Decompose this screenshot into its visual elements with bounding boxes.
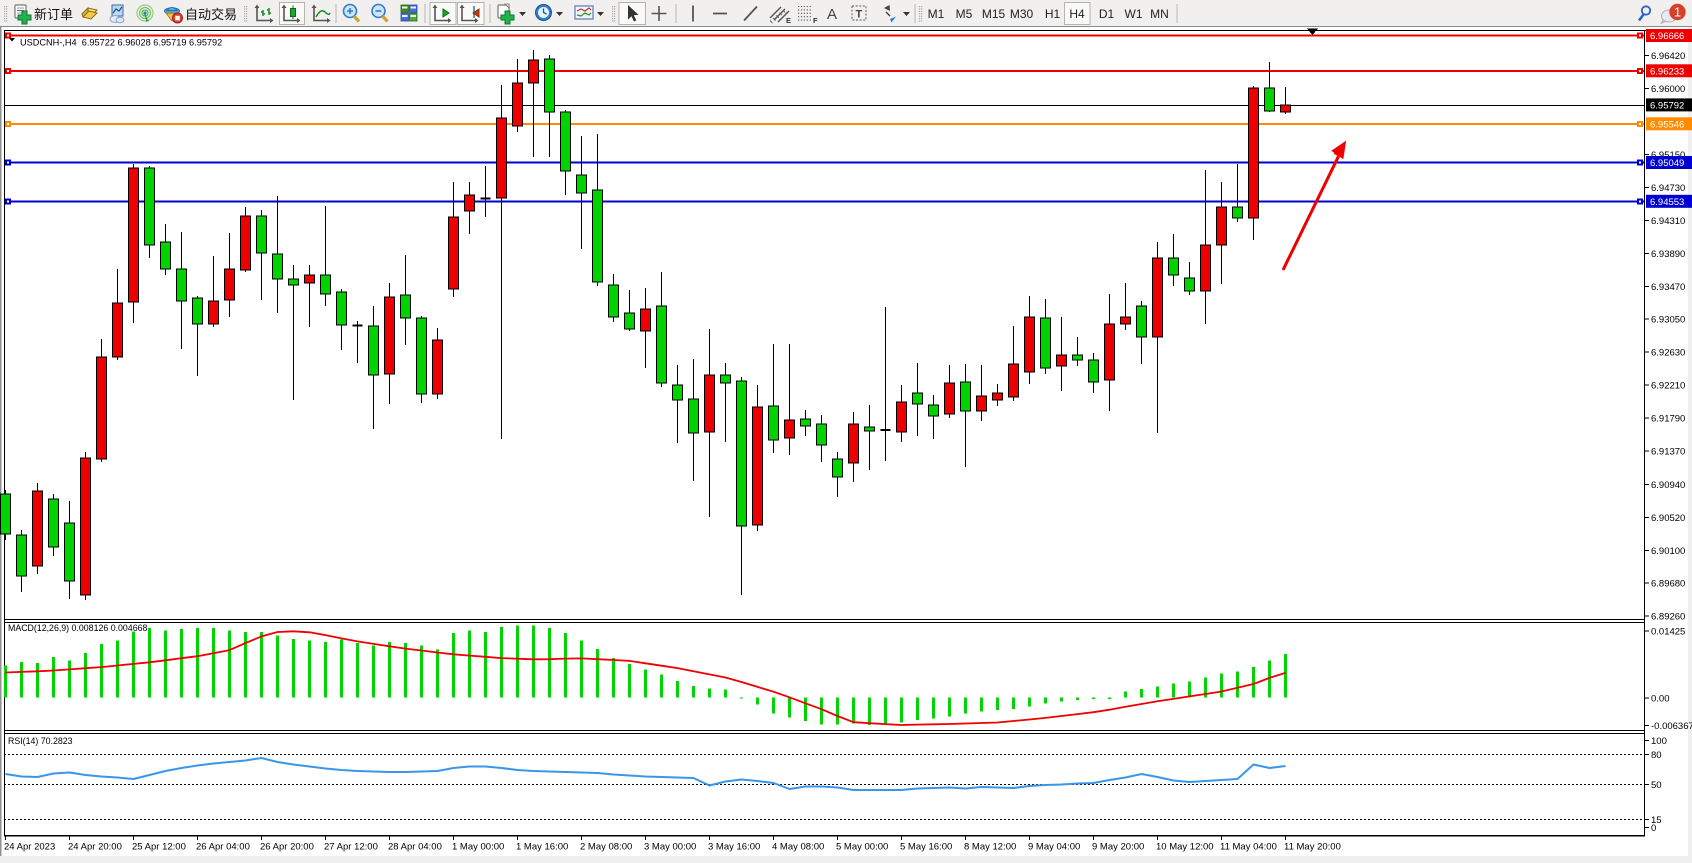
svg-text:5 May 16:00: 5 May 16:00: [900, 842, 952, 853]
svg-text:USDCNH-,H4 6.95722 6.96028 6.: USDCNH-,H4 6.95722 6.96028 6.95719 6.957…: [20, 38, 222, 48]
svg-text:6.95546: 6.95546: [1650, 119, 1684, 130]
svg-text:9 May 04:00: 9 May 04:00: [1028, 842, 1080, 853]
svg-text:M15: M15: [982, 7, 1006, 21]
svg-text:6.90940: 6.90940: [1651, 480, 1685, 491]
svg-text:24 Apr 2023: 24 Apr 2023: [4, 842, 55, 853]
svg-text:50: 50: [1651, 780, 1662, 791]
svg-text:6.96000: 6.96000: [1651, 84, 1685, 95]
svg-text:W1: W1: [1125, 7, 1143, 21]
svg-text:6.91370: 6.91370: [1651, 446, 1685, 457]
svg-text:24 Apr 20:00: 24 Apr 20:00: [68, 842, 122, 853]
svg-text:MN: MN: [1150, 7, 1169, 21]
svg-text:-0.006367: -0.006367: [1651, 721, 1692, 732]
svg-text:D1: D1: [1099, 7, 1115, 21]
svg-text:6.94730: 6.94730: [1651, 183, 1685, 194]
svg-text:6.91790: 6.91790: [1651, 413, 1685, 424]
svg-text:2 May 08:00: 2 May 08:00: [580, 842, 632, 853]
svg-text:26 Apr 04:00: 26 Apr 04:00: [196, 842, 250, 853]
svg-text:H4: H4: [1069, 7, 1085, 21]
svg-text:3 May 16:00: 3 May 16:00: [708, 842, 760, 853]
svg-text:1 May 00:00: 1 May 00:00: [452, 842, 504, 853]
svg-text:100: 100: [1651, 736, 1667, 747]
svg-text:M5: M5: [956, 7, 973, 21]
svg-text:6.93470: 6.93470: [1651, 282, 1685, 293]
svg-text:RSI(14) 70.2823: RSI(14) 70.2823: [8, 736, 73, 746]
svg-text:6.96420: 6.96420: [1651, 51, 1685, 62]
svg-text:0: 0: [1651, 823, 1656, 834]
svg-text:F: F: [813, 16, 818, 25]
svg-text:6.92210: 6.92210: [1651, 381, 1685, 392]
svg-text:26 Apr 20:00: 26 Apr 20:00: [260, 842, 314, 853]
svg-text:新订单: 新订单: [34, 7, 73, 22]
svg-text:3 May 00:00: 3 May 00:00: [644, 842, 696, 853]
svg-text:27 Apr 12:00: 27 Apr 12:00: [324, 842, 378, 853]
svg-text:6.96666: 6.96666: [1650, 31, 1684, 42]
svg-text:M30: M30: [1010, 7, 1034, 21]
svg-text:6.95792: 6.95792: [1650, 100, 1684, 111]
svg-text:1 May 16:00: 1 May 16:00: [516, 842, 568, 853]
svg-text:6.92630: 6.92630: [1651, 348, 1685, 359]
svg-text:0.00: 0.00: [1651, 694, 1670, 705]
svg-text:80: 80: [1651, 750, 1662, 761]
svg-text:6.93050: 6.93050: [1651, 315, 1685, 326]
svg-text:5 May 00:00: 5 May 00:00: [836, 842, 888, 853]
svg-text:6.89680: 6.89680: [1651, 579, 1685, 590]
svg-text:6.89260: 6.89260: [1651, 612, 1685, 623]
svg-text:11 May 20:00: 11 May 20:00: [1284, 842, 1341, 853]
svg-text:4 May 08:00: 4 May 08:00: [772, 842, 824, 853]
svg-text:6.95049: 6.95049: [1650, 158, 1684, 169]
svg-text:25 Apr 12:00: 25 Apr 12:00: [132, 842, 186, 853]
svg-text:9 May 20:00: 9 May 20:00: [1092, 842, 1144, 853]
svg-text:1: 1: [1674, 5, 1681, 20]
svg-text:10 May 12:00: 10 May 12:00: [1156, 842, 1214, 853]
svg-text:6.93890: 6.93890: [1651, 249, 1685, 260]
svg-text:6.94553: 6.94553: [1650, 197, 1684, 208]
svg-text:6.90520: 6.90520: [1651, 513, 1685, 524]
svg-text:28 Apr 04:00: 28 Apr 04:00: [388, 842, 442, 853]
svg-text:自动交易: 自动交易: [185, 7, 237, 22]
svg-text:6.94310: 6.94310: [1651, 216, 1685, 227]
svg-text:0.01425: 0.01425: [1651, 627, 1685, 638]
svg-text:A: A: [827, 6, 837, 23]
svg-text:6.90100: 6.90100: [1651, 546, 1685, 557]
svg-text:M1: M1: [928, 7, 945, 21]
svg-text:E: E: [786, 16, 791, 25]
svg-text:6.96233: 6.96233: [1650, 66, 1684, 77]
svg-text:11 May 04:00: 11 May 04:00: [1220, 842, 1277, 853]
svg-text:8 May 12:00: 8 May 12:00: [964, 842, 1016, 853]
svg-text:T: T: [856, 9, 863, 21]
svg-text:MACD(12,26,9) 0.008126 0.00466: MACD(12,26,9) 0.008126 0.004668: [8, 623, 147, 633]
svg-text:H1: H1: [1045, 7, 1061, 21]
